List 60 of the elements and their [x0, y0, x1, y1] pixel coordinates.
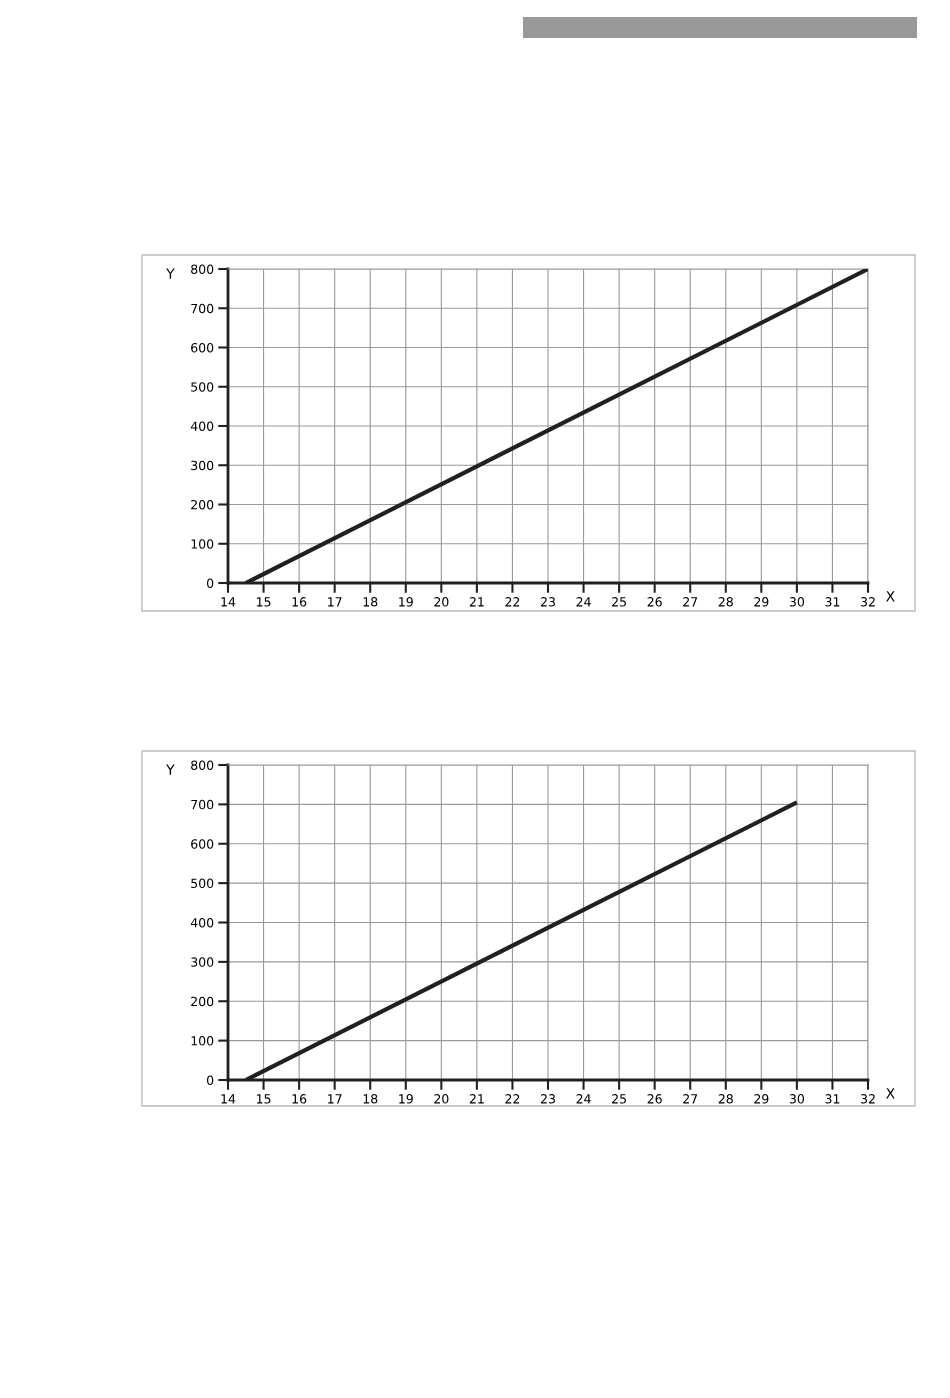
x-tick-label: 28 — [718, 1094, 733, 1104]
x-tick-label: 24 — [576, 1094, 591, 1104]
y-tick-label: 100 — [191, 1036, 214, 1046]
y-axis-title: Y — [166, 268, 175, 279]
x-tick-label: 29 — [754, 1094, 769, 1104]
x-tick-label: 15 — [256, 1094, 271, 1104]
y-tick-label: 200 — [191, 996, 214, 1007]
x-tick-label: 22 — [505, 597, 520, 607]
y-tick-label: 400 — [190, 421, 214, 431]
y-tick-label: 600 — [191, 342, 214, 353]
x-tick-label: 14 — [221, 597, 236, 607]
x-tick-label: 24 — [576, 597, 591, 607]
x-tick-label: 20 — [434, 1094, 449, 1104]
x-tick-label: 30 — [789, 1094, 805, 1104]
x-tick-label: 31 — [825, 597, 840, 607]
x-tick-label: 18 — [363, 1094, 378, 1104]
y-tick-label: 400 — [190, 917, 214, 928]
x-tick-label: 21 — [469, 1094, 484, 1104]
x-tick-label: 22 — [505, 1094, 520, 1104]
y-tick-label: 100 — [191, 539, 214, 549]
y-axis-title: Y — [166, 764, 175, 775]
x-tick-label: 29 — [754, 597, 769, 607]
x-tick-label: 27 — [683, 1094, 698, 1104]
y-tick-label: 0 — [206, 1075, 214, 1085]
x-tick-label: 19 — [399, 597, 413, 607]
x-tick-label: 30 — [789, 597, 805, 607]
x-tick-label: 31 — [825, 1094, 840, 1104]
x-tick-label: 17 — [328, 597, 342, 607]
x-tick-label: 27 — [683, 597, 698, 607]
y-tick-label: 500 — [191, 878, 214, 889]
x-tick-label: 14 — [221, 1094, 236, 1104]
x-tick-label: 20 — [434, 597, 449, 607]
x-tick-label: 18 — [363, 597, 378, 607]
x-axis-title: X — [886, 591, 895, 602]
y-tick-label: 500 — [191, 382, 214, 392]
x-tick-label: 25 — [612, 1094, 626, 1104]
x-tick-label: 25 — [612, 597, 626, 607]
y-tick-label: 700 — [191, 799, 214, 810]
x-tick-label: 26 — [647, 597, 662, 607]
y-tick-label: 800 — [191, 760, 214, 770]
y-tick-label: 0 — [206, 578, 214, 588]
x-tick-label: 16 — [292, 597, 307, 607]
y-tick-label: 700 — [191, 303, 214, 314]
x-tick-label: 19 — [399, 1094, 413, 1104]
y-tick-label: 800 — [191, 264, 214, 274]
x-tick-label: 23 — [540, 597, 555, 607]
x-tick-label: 23 — [540, 1094, 555, 1104]
x-tick-label: 32 — [861, 1094, 875, 1104]
x-tick-label: 15 — [256, 597, 271, 607]
y-tick-label: 200 — [191, 499, 214, 510]
y-tick-label: 300 — [191, 460, 214, 471]
y-tick-label: 600 — [191, 839, 214, 849]
x-tick-label: 16 — [292, 1094, 307, 1104]
x-tick-label: 32 — [861, 597, 875, 607]
x-axis-title: X — [886, 1088, 895, 1099]
x-tick-label: 28 — [718, 597, 733, 607]
x-tick-label: 26 — [647, 1094, 662, 1104]
x-tick-label: 17 — [328, 1094, 342, 1104]
y-tick-label: 300 — [191, 957, 214, 967]
x-tick-label: 21 — [469, 597, 484, 607]
